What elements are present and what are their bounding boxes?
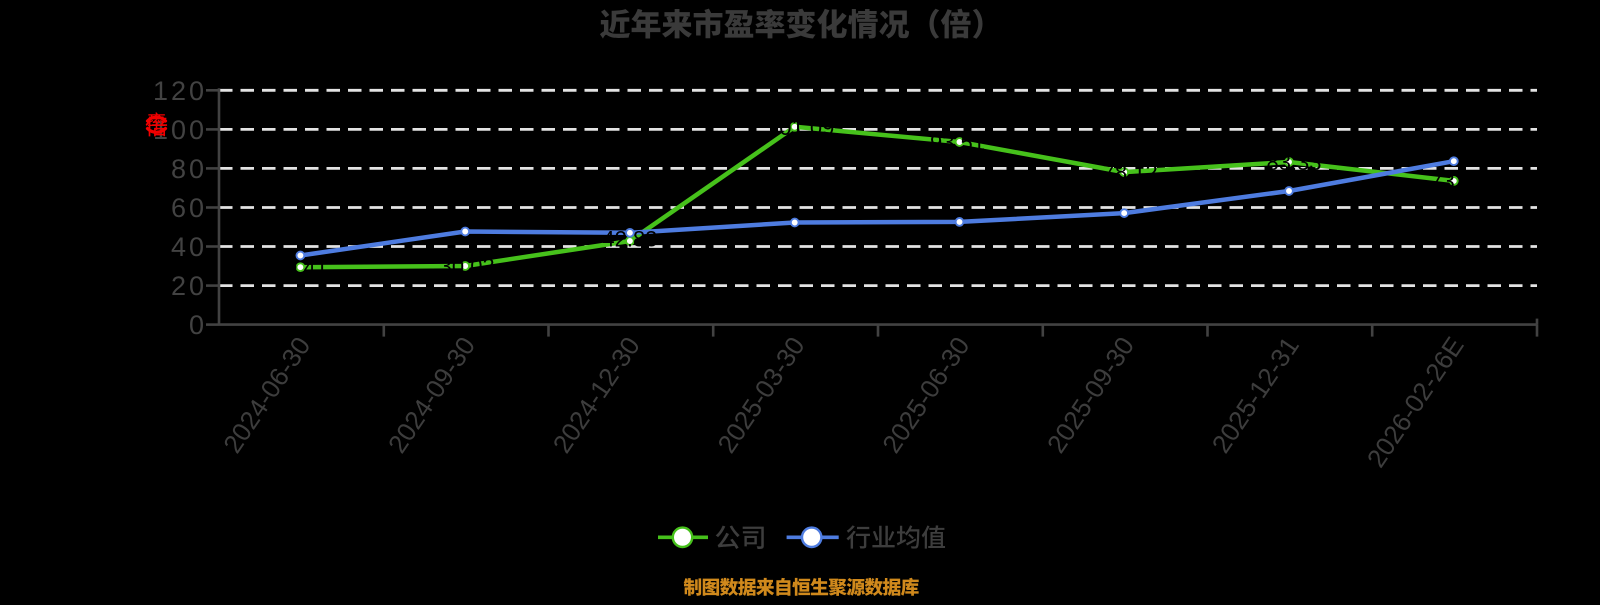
svg-text:120: 120: [153, 76, 207, 106]
svg-text:60: 60: [171, 193, 207, 223]
svg-text:29.41: 29.41: [273, 255, 328, 280]
svg-text:20: 20: [171, 271, 207, 301]
svg-text:101.09: 101.09: [767, 115, 834, 140]
svg-text:80: 80: [171, 154, 207, 184]
svg-text:83.33: 83.33: [1266, 150, 1321, 175]
svg-text:0: 0: [189, 310, 207, 340]
svg-text:30.03: 30.03: [440, 254, 495, 279]
svg-text:42.83: 42.83: [602, 227, 657, 252]
svg-text:93.51: 93.51: [930, 130, 985, 155]
svg-text:73.63: 73.63: [1430, 169, 1485, 194]
svg-text:78.12: 78.12: [1103, 160, 1158, 185]
svg-text:40: 40: [171, 232, 207, 262]
